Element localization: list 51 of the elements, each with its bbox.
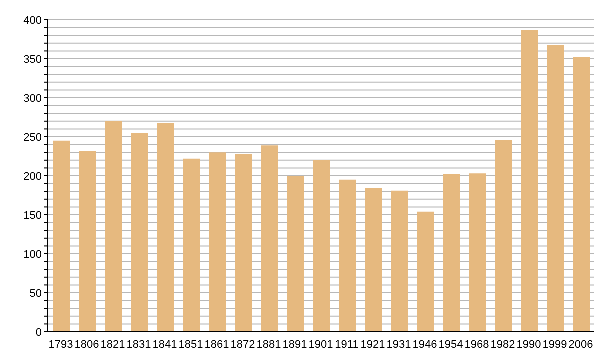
bar	[573, 57, 590, 332]
y-tick-label: 0	[36, 326, 42, 339]
bar	[209, 152, 226, 332]
bar	[183, 158, 200, 332]
x-tick-label: 1841	[152, 338, 178, 351]
bar	[287, 176, 304, 332]
x-tick-label: 1793	[48, 338, 74, 351]
bar	[157, 122, 174, 332]
x-tick-label: 1946	[412, 338, 438, 351]
x-tick-label: 1851	[178, 338, 204, 351]
y-tick-label: 350	[24, 54, 42, 66]
x-tick-label: 1821	[100, 338, 126, 351]
y-tick-label: 300	[24, 92, 42, 105]
bar	[547, 44, 564, 332]
bar	[339, 180, 356, 332]
x-tick-label: 1931	[386, 338, 412, 351]
x-tick-label: 1982	[490, 338, 516, 351]
bar	[105, 121, 122, 332]
bar	[365, 188, 382, 332]
x-tick-label: 1921	[360, 338, 386, 351]
x-tick-label: 1999	[542, 338, 568, 351]
bar	[495, 140, 512, 332]
x-tick-label: 1954	[438, 338, 464, 351]
bar	[79, 151, 96, 332]
y-tick-label: 250	[24, 132, 42, 144]
x-tick-label: 1891	[282, 338, 308, 351]
x-tick-label: 1968	[464, 338, 490, 351]
y-tick-label: 200	[24, 170, 42, 183]
bar	[313, 160, 330, 332]
bar	[261, 146, 278, 332]
x-tick-label: 1911	[335, 338, 359, 351]
y-tick-label: 150	[24, 210, 42, 222]
x-tick-label: 1806	[74, 338, 100, 351]
bar	[443, 174, 460, 332]
x-tick-label: 1861	[204, 338, 230, 351]
y-tick-label: 50	[30, 288, 42, 300]
y-tick-label: 100	[24, 248, 42, 261]
x-tick-label: 1831	[126, 338, 152, 351]
x-tick-label: 1901	[308, 338, 334, 351]
bar	[521, 30, 538, 332]
bar	[53, 140, 70, 332]
x-tick-label: 1990	[516, 338, 542, 351]
x-tick-label: 1872	[230, 338, 256, 351]
x-tick-label: 2006	[568, 338, 594, 351]
bar	[131, 133, 148, 332]
x-tick-label: 1881	[256, 338, 282, 351]
bar	[391, 190, 408, 332]
bar	[469, 174, 486, 332]
bar	[235, 154, 252, 332]
y-tick-label: 400	[24, 14, 42, 27]
bar	[417, 212, 434, 332]
